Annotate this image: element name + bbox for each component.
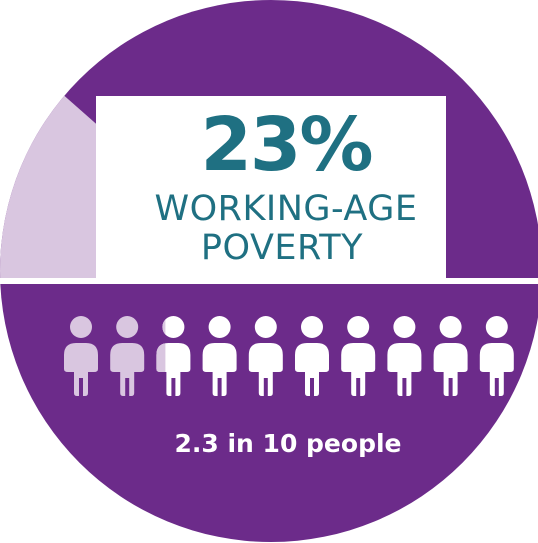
person-icon xyxy=(295,316,329,396)
gauge-inner-panel xyxy=(96,96,446,278)
people-row xyxy=(64,316,514,396)
person-icon xyxy=(202,316,237,396)
person-icon xyxy=(479,316,514,396)
person-icon xyxy=(433,316,468,396)
people-caption: 2.3 in 10 people xyxy=(174,429,401,458)
person-icon-affected xyxy=(110,316,145,396)
headline-line-2: POVERTY xyxy=(201,228,363,268)
person-icon xyxy=(248,316,283,396)
person-icon-affected xyxy=(156,316,191,396)
headline-line-1: WORKING-AGE xyxy=(155,189,418,229)
person-icon xyxy=(341,316,376,396)
headline-percentage: 23% xyxy=(200,102,371,188)
person-icon-affected xyxy=(64,316,98,396)
people-panel xyxy=(0,284,538,542)
person-icon xyxy=(387,316,422,396)
